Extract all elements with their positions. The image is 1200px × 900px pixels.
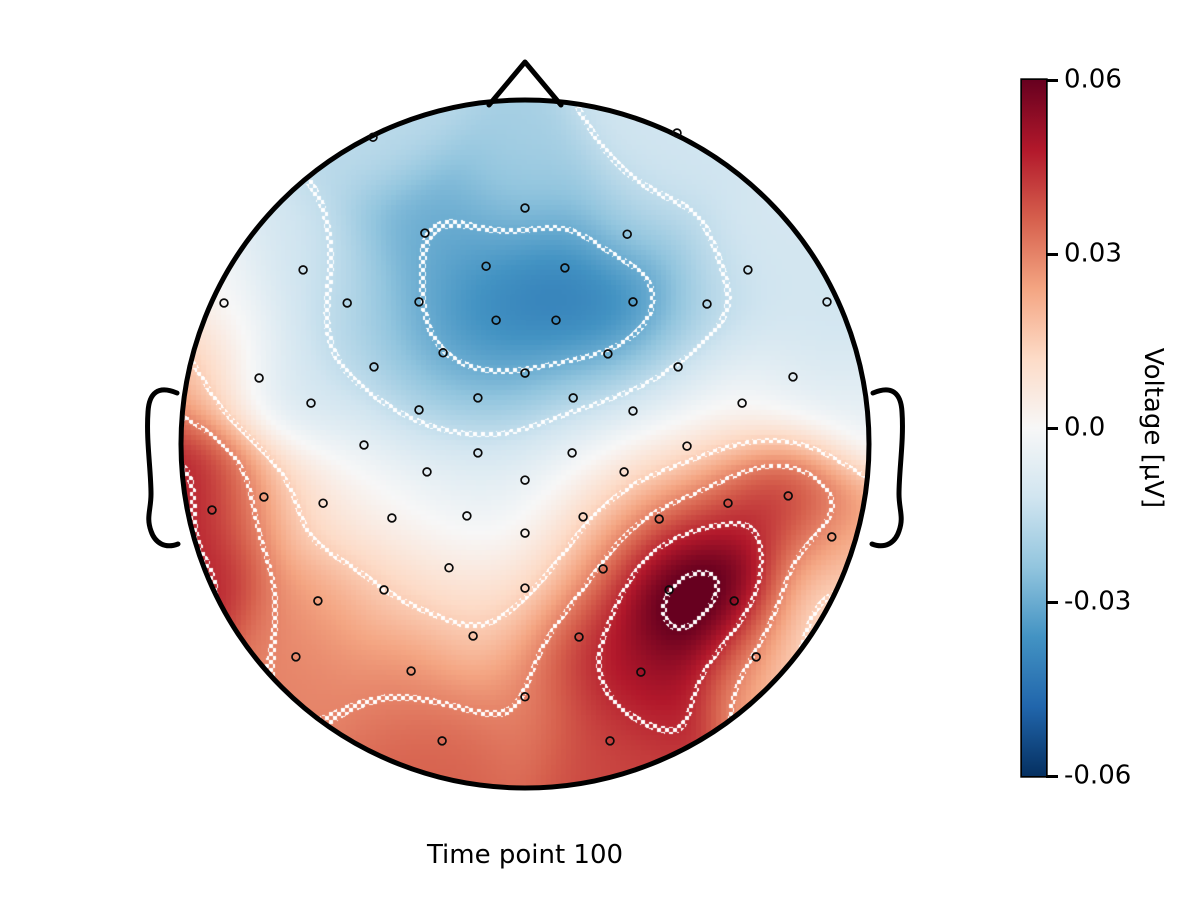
- colorbar-gradient: [1022, 80, 1046, 776]
- colorbar-tick-label: -0.03: [1064, 586, 1132, 617]
- colorbar-tick-label: 0.0: [1064, 412, 1106, 443]
- colorbar-tick-label: 0.03: [1064, 238, 1122, 269]
- nose-outline: [486, 59, 564, 108]
- colorbar-tick: [1046, 774, 1058, 778]
- colorbar-tick: [1046, 426, 1058, 430]
- time-point-label: Time point 100: [426, 840, 624, 870]
- colorbar-tick-label: 0.06: [1064, 64, 1122, 95]
- colorbar-tick-label: -0.06: [1064, 760, 1132, 791]
- ear-right-outline: [869, 387, 905, 549]
- colorbar-axis-label: Voltage [µV]: [1138, 347, 1168, 509]
- colorbar-tick: [1046, 600, 1058, 604]
- colorbar-tick: [1046, 78, 1058, 82]
- colorbar-tick: [1046, 252, 1058, 256]
- topomap-field-canvas: [183, 102, 867, 786]
- electrode-marker: [672, 128, 682, 138]
- ear-left-outline: [145, 387, 181, 549]
